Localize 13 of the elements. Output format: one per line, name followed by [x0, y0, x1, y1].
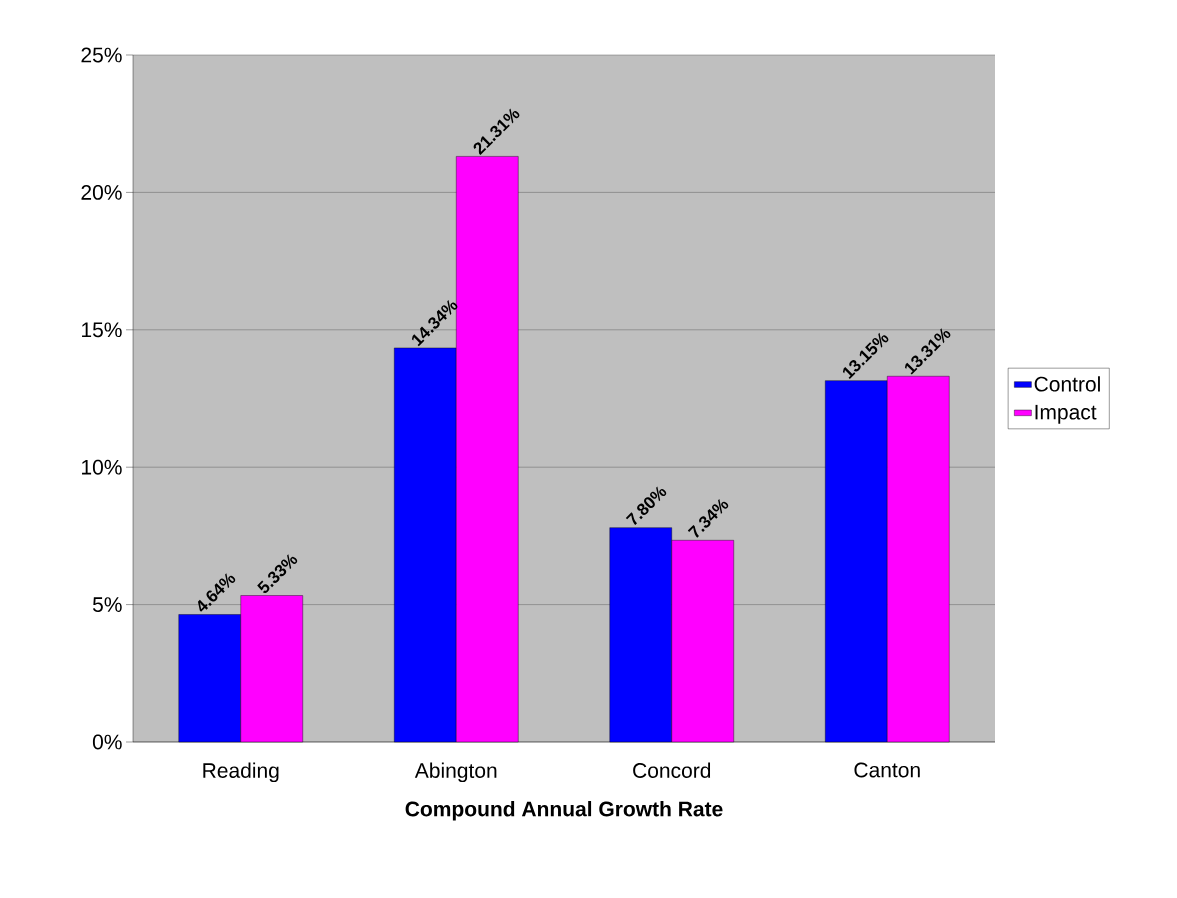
legend-label: Control — [1034, 376, 1100, 392]
legend-label: Impact — [1035, 404, 1097, 424]
x-tick-label: Concord — [633, 762, 711, 778]
y-tick-label: 20% — [81, 184, 122, 200]
y-tick-label: 0% — [92, 734, 122, 750]
x-tick-label: Reading — [203, 762, 279, 783]
y-tick-label: 25% — [81, 47, 122, 63]
y-tick-label: 10% — [82, 459, 122, 475]
y-tick-label: 15% — [82, 322, 122, 338]
x-axis-title: Compound Annual Growth Rate — [405, 800, 723, 821]
x-tick-label: Canton — [854, 762, 920, 778]
y-tick-label: 5% — [92, 597, 122, 612]
x-tick-label: Abington — [414, 762, 497, 783]
